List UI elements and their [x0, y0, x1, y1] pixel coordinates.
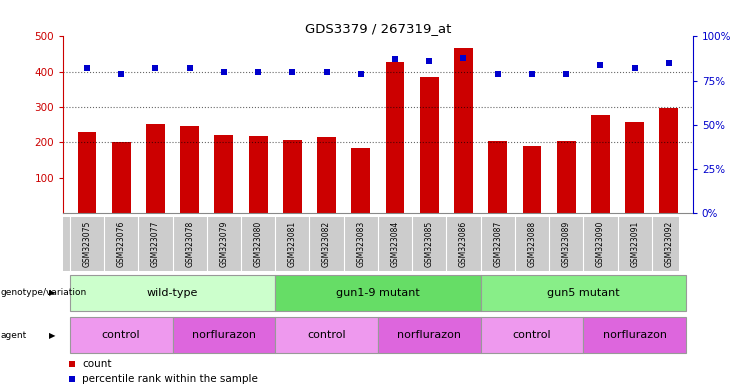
Bar — [488, 141, 507, 213]
Text: GSM323086: GSM323086 — [459, 221, 468, 267]
Bar — [112, 142, 130, 213]
Text: control: control — [513, 330, 551, 340]
Point — [594, 62, 606, 68]
Bar — [659, 108, 678, 213]
FancyBboxPatch shape — [583, 317, 686, 353]
Text: GSM323077: GSM323077 — [151, 221, 160, 267]
Text: GSM323089: GSM323089 — [562, 221, 571, 267]
FancyBboxPatch shape — [275, 275, 481, 311]
FancyBboxPatch shape — [481, 275, 686, 311]
Text: gun5 mutant: gun5 mutant — [547, 288, 619, 298]
Bar — [283, 140, 302, 213]
Point — [458, 319, 470, 325]
Point — [355, 71, 367, 77]
Point — [321, 69, 333, 75]
Text: GSM323082: GSM323082 — [322, 221, 331, 267]
Point — [560, 71, 572, 77]
Text: control: control — [308, 330, 346, 340]
Bar — [420, 77, 439, 213]
Text: count: count — [82, 359, 111, 369]
Bar — [214, 135, 233, 213]
Bar — [146, 124, 165, 213]
Point — [458, 184, 470, 190]
Point — [492, 71, 504, 77]
Bar — [351, 149, 370, 213]
Text: GSM323083: GSM323083 — [356, 221, 365, 267]
Point — [287, 69, 299, 75]
FancyBboxPatch shape — [70, 275, 275, 311]
Point — [81, 65, 93, 71]
Bar — [385, 62, 405, 213]
Text: GSM323088: GSM323088 — [528, 221, 536, 267]
Text: GSM323076: GSM323076 — [116, 221, 126, 267]
Text: percentile rank within the sample: percentile rank within the sample — [82, 374, 258, 384]
Text: norflurazon: norflurazon — [397, 330, 461, 340]
Bar — [591, 115, 610, 213]
Bar — [625, 122, 644, 213]
Text: GSM323081: GSM323081 — [288, 221, 297, 267]
Title: GDS3379 / 267319_at: GDS3379 / 267319_at — [305, 22, 451, 35]
Text: agent: agent — [1, 331, 27, 339]
FancyBboxPatch shape — [481, 317, 583, 353]
Bar — [249, 136, 268, 213]
FancyBboxPatch shape — [378, 317, 481, 353]
Text: GSM323091: GSM323091 — [630, 221, 639, 267]
Bar — [78, 132, 96, 213]
Point — [457, 55, 469, 61]
Point — [252, 69, 264, 75]
Text: control: control — [102, 330, 141, 340]
Point — [389, 56, 401, 63]
Text: ▶: ▶ — [49, 288, 56, 297]
Text: GSM323092: GSM323092 — [665, 221, 674, 267]
Text: gun1-9 mutant: gun1-9 mutant — [336, 288, 420, 298]
Text: genotype/variation: genotype/variation — [1, 288, 87, 297]
Text: wild-type: wild-type — [147, 288, 198, 298]
Text: GSM323085: GSM323085 — [425, 221, 433, 267]
Point — [150, 65, 162, 71]
Point — [218, 69, 230, 75]
Bar — [317, 137, 336, 213]
Point — [663, 60, 675, 66]
Text: norflurazon: norflurazon — [602, 330, 667, 340]
Text: GSM323075: GSM323075 — [82, 221, 91, 267]
FancyBboxPatch shape — [173, 317, 275, 353]
Point — [184, 65, 196, 71]
FancyBboxPatch shape — [275, 317, 378, 353]
Text: GSM323087: GSM323087 — [494, 221, 502, 267]
Text: GSM323084: GSM323084 — [391, 221, 399, 267]
Bar — [522, 146, 542, 213]
Point — [423, 58, 435, 64]
Bar — [556, 141, 576, 213]
Text: GSM323079: GSM323079 — [219, 221, 228, 267]
FancyBboxPatch shape — [70, 317, 173, 353]
Bar — [180, 126, 199, 213]
Text: GSM323080: GSM323080 — [253, 221, 262, 267]
Bar — [454, 48, 473, 213]
Text: ▶: ▶ — [49, 331, 56, 339]
Point — [628, 65, 640, 71]
Text: GSM323090: GSM323090 — [596, 221, 605, 267]
Text: GSM323078: GSM323078 — [185, 221, 194, 267]
Point — [526, 71, 538, 77]
Text: norflurazon: norflurazon — [192, 330, 256, 340]
Point — [116, 71, 127, 77]
